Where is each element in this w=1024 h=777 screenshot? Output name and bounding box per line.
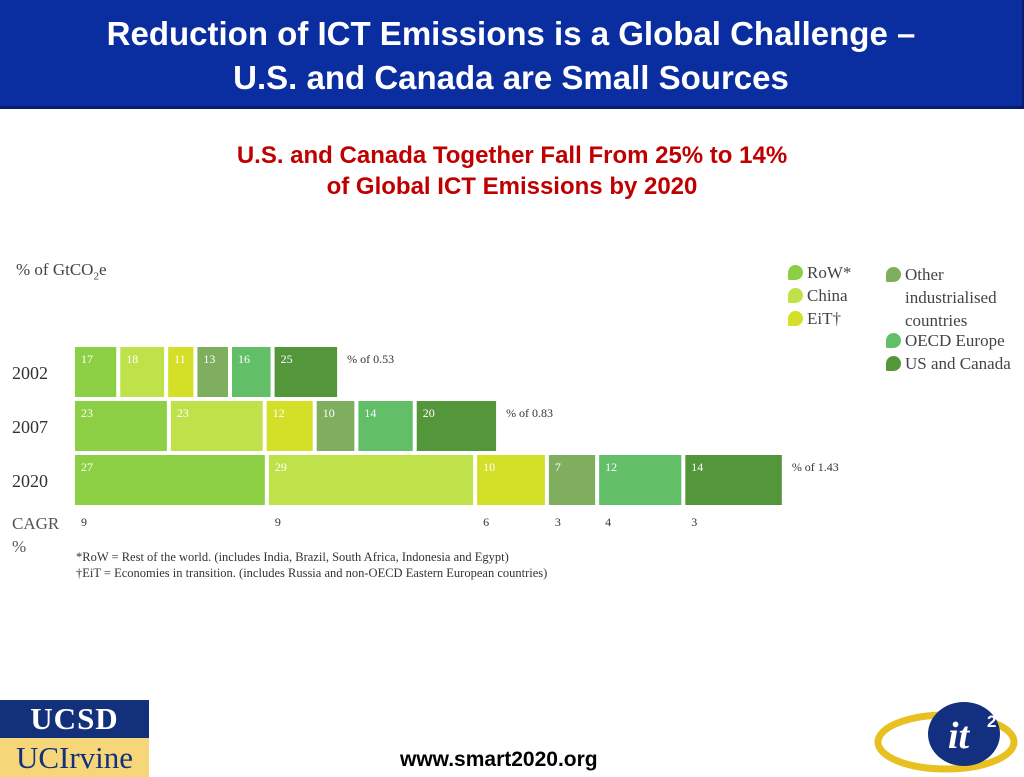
slide-title-line2: U.S. and Canada are Small Sources bbox=[233, 59, 789, 96]
cagr-value-label: 9 bbox=[275, 515, 281, 529]
bar-value-label: 27 bbox=[81, 460, 93, 474]
slide-title-line1: Reduction of ICT Emissions is a Global C… bbox=[106, 15, 916, 52]
bar-value-label: 14 bbox=[691, 460, 703, 474]
bar-segment bbox=[274, 347, 338, 397]
category-label: 2002 bbox=[12, 363, 48, 383]
legend-leaf-icon bbox=[886, 333, 901, 348]
it2-logo: it 2 bbox=[874, 702, 1018, 773]
ucsd-logo: UCSD bbox=[0, 700, 149, 738]
legend-item-us: US and Canada bbox=[886, 352, 1011, 375]
bar-segment bbox=[685, 455, 782, 505]
bar-segment bbox=[268, 455, 474, 505]
bar-segment bbox=[168, 347, 194, 397]
footnote-row: *RoW = Rest of the world. (includes Indi… bbox=[76, 550, 509, 564]
bar-total-label: % of 0.83 bbox=[506, 406, 553, 420]
legend-leaf-icon bbox=[788, 265, 803, 280]
legend-leaf-icon bbox=[788, 311, 803, 326]
legend-label-china: China bbox=[807, 286, 848, 305]
legend-item-other: Other industrialised countries bbox=[886, 263, 997, 332]
bar-segment bbox=[170, 401, 263, 451]
legend-item-oecd: OECD Europe bbox=[886, 329, 1005, 352]
bar-value-label: 7 bbox=[555, 460, 561, 474]
bar-segment bbox=[358, 401, 413, 451]
bar-segment bbox=[477, 455, 545, 505]
bar-segment bbox=[232, 347, 271, 397]
it2-logo-text: it bbox=[948, 715, 971, 757]
bar-segment bbox=[548, 455, 596, 505]
bar-value-label: 11 bbox=[174, 352, 186, 366]
legend-leaf-icon bbox=[886, 267, 901, 282]
legend-label-other-line1: Other bbox=[905, 265, 944, 284]
bar-segment bbox=[416, 401, 497, 451]
legend-label-eit: EiT† bbox=[807, 309, 841, 328]
bar-value-label: 18 bbox=[126, 352, 138, 366]
bar-segment bbox=[75, 455, 265, 505]
bar-value-label: 25 bbox=[281, 352, 293, 366]
bar-segment bbox=[120, 347, 165, 397]
y-unit-label: % of GtCO2e bbox=[16, 260, 107, 282]
legend-item-eit: EiT† bbox=[788, 307, 841, 330]
cagr-value-label: 6 bbox=[483, 515, 489, 529]
legend-label-other-line2: industrialised bbox=[905, 288, 997, 307]
bar-value-label: 10 bbox=[483, 460, 495, 474]
bar-value-label: 23 bbox=[177, 406, 189, 420]
bar-segment bbox=[197, 347, 229, 397]
legend-label-other-line3: countries bbox=[905, 311, 968, 330]
legend-label-oecd: OECD Europe bbox=[905, 331, 1005, 350]
legend-label-us: US and Canada bbox=[905, 354, 1011, 373]
bar-value-label: 10 bbox=[323, 406, 335, 420]
slide-title: Reduction of ICT Emissions is a Global C… bbox=[0, 12, 1022, 100]
cagr-value-label: 9 bbox=[81, 515, 87, 529]
bar-value-label: 20 bbox=[423, 406, 435, 420]
ucirvine-logo: UCIrvine bbox=[0, 738, 149, 777]
bar-value-label: 12 bbox=[273, 406, 285, 420]
bar-total-label: % of 1.43 bbox=[792, 460, 839, 474]
bar-value-label: 13 bbox=[203, 352, 215, 366]
bar-value-label: 23 bbox=[81, 406, 93, 420]
legend-leaf-icon bbox=[886, 356, 901, 371]
cagr-label: CAGR bbox=[12, 514, 60, 533]
bar-value-label: 29 bbox=[275, 460, 287, 474]
legend-label-other: Other industrialised countries bbox=[905, 263, 997, 332]
bar-segment bbox=[266, 401, 313, 451]
website-url: www.smart2020.org bbox=[400, 748, 598, 771]
bar-value-label: 17 bbox=[81, 352, 93, 366]
chart-subtitle-line1: U.S. and Canada Together Fall From 25% t… bbox=[236, 142, 788, 169]
legend-leaf-icon bbox=[788, 288, 803, 303]
bar-value-label: 12 bbox=[605, 460, 617, 474]
cagr-value-label: 3 bbox=[691, 515, 697, 529]
bar-segment bbox=[75, 347, 117, 397]
footnote-eit: †EiT = Economies in transition. (include… bbox=[76, 566, 548, 580]
bar-value-label: 14 bbox=[364, 406, 376, 420]
cagr-value-label: 3 bbox=[555, 515, 561, 529]
stacked-bar-chart: 2002 17 18 11 13 16 25 % of 0.53 2007 23 23 12 10 14 2… bbox=[12, 347, 839, 555]
bar-segment bbox=[599, 455, 682, 505]
y-unit-suffix: e bbox=[98, 260, 107, 279]
legend-label-row: RoW* bbox=[807, 263, 852, 282]
legend-item-row: RoW* bbox=[788, 261, 851, 284]
bar-total-label: % of 0.53 bbox=[347, 352, 394, 366]
it2-logo-disc bbox=[928, 702, 1000, 766]
y-unit-subscript: 2 bbox=[93, 270, 99, 283]
cagr-value-label: 4 bbox=[605, 515, 611, 529]
it2-logo-superscript: 2 bbox=[987, 712, 996, 731]
bar-segment bbox=[316, 401, 355, 451]
category-label: 2007 bbox=[12, 417, 48, 437]
bar-value-label: 16 bbox=[238, 352, 250, 366]
y-unit-prefix: % of GtCO bbox=[16, 260, 94, 279]
bar-segment bbox=[75, 401, 167, 451]
category-label: 2020 bbox=[12, 471, 48, 491]
chart-subtitle-line2: of Global ICT Emissions by 2020 bbox=[326, 173, 698, 200]
title-banner: Reduction of ICT Emissions is a Global C… bbox=[0, 0, 1024, 109]
chart-subtitle: U.S. and Canada Together Fall From 25% t… bbox=[0, 140, 1024, 202]
cagr-percent-label: % bbox=[12, 537, 26, 555]
legend-item-china: China bbox=[788, 284, 848, 307]
